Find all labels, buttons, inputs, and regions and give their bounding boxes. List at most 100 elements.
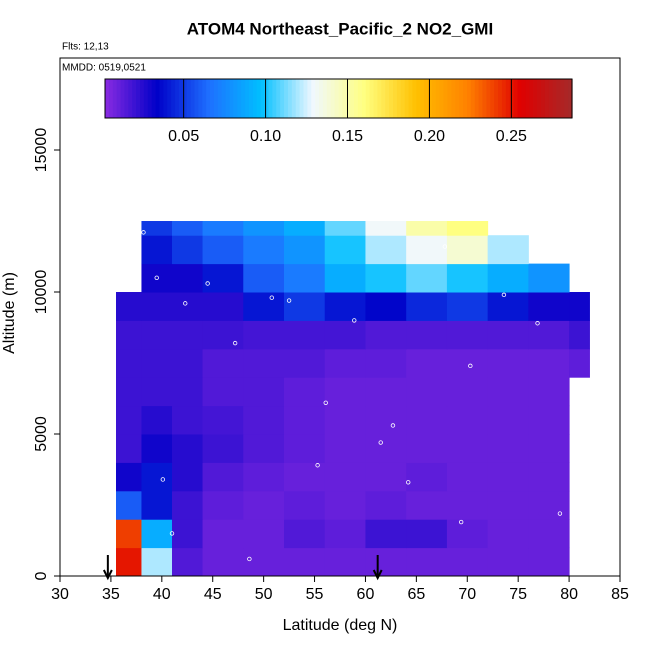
- observation-point: [183, 301, 188, 306]
- heatmap-cell: [569, 320, 590, 350]
- colorbar-swatch: [494, 79, 499, 118]
- colorbar-swatch: [198, 79, 203, 118]
- observation-point: [535, 321, 540, 326]
- heatmap-cell: [141, 519, 173, 549]
- x-axis-label: Latitude (deg N): [283, 617, 398, 634]
- heatmap-cell: [446, 235, 489, 265]
- heatmap-cell: [284, 490, 326, 520]
- heatmap-cell: [172, 377, 204, 407]
- colorbar-swatch: [568, 79, 573, 118]
- heatmap-cell: [365, 221, 407, 236]
- colorbar-swatch: [365, 79, 371, 118]
- colorbar-swatch: [525, 79, 530, 118]
- arrow-head: [102, 569, 113, 581]
- colorbar-swatch: [260, 79, 266, 118]
- colorbar-swatch: [377, 79, 382, 118]
- heatmap-cell: [243, 462, 285, 492]
- heatmap-cell: [365, 547, 407, 577]
- heatmap-cell: [324, 519, 366, 549]
- heatmap-cell: [284, 320, 326, 350]
- heatmap-cell: [202, 221, 244, 236]
- heatmap-cell: [172, 490, 204, 520]
- heatmap-cell: [528, 377, 570, 407]
- colorbar-swatch: [105, 79, 110, 118]
- heatmap-cell: [116, 519, 142, 549]
- colorbar-swatch: [182, 79, 188, 118]
- heatmap-cell: [324, 320, 366, 350]
- heatmap-cell: [324, 490, 366, 520]
- colorbar-swatch: [447, 79, 452, 118]
- heatmap-cell: [116, 292, 142, 321]
- colorbar-swatch: [175, 79, 180, 118]
- colorbar-swatch: [470, 79, 476, 118]
- colorbar-swatch: [400, 79, 406, 118]
- heatmap-cell: [446, 377, 489, 407]
- colorbar-swatch: [315, 79, 320, 118]
- heatmap-cell: [406, 348, 448, 378]
- x-tick-label: 35: [102, 586, 120, 603]
- colorbar-swatch: [112, 79, 118, 118]
- colorbar-swatch: [556, 79, 561, 118]
- heatmap-cell: [487, 490, 529, 520]
- colorbar-swatch: [136, 79, 141, 118]
- colorbar-swatch: [459, 79, 464, 118]
- observation-point: [154, 275, 159, 281]
- colorbar-swatch: [361, 79, 367, 118]
- heatmap-cell: [116, 462, 142, 492]
- heatmap-cell: [202, 519, 244, 549]
- y-tick-label: 15000: [33, 128, 50, 173]
- heatmap-cell: [528, 405, 570, 435]
- colorbar-swatch: [474, 79, 480, 118]
- heatmap-cell: [365, 320, 407, 350]
- heatmap-cell: [569, 292, 590, 321]
- observation-point: [458, 519, 464, 525]
- colorbar-swatch: [272, 79, 277, 118]
- heatmap-cell: [141, 221, 173, 236]
- heatmap-cell: [172, 221, 204, 236]
- heatmap-cell: [365, 377, 407, 407]
- colorbar-swatch: [439, 79, 445, 118]
- observation-point: [232, 340, 238, 346]
- colorbar-swatch: [303, 79, 308, 118]
- plot-frame: [59, 57, 621, 577]
- y-axis-label: Altitude (m): [1, 272, 18, 354]
- colorbar-swatch: [124, 79, 129, 118]
- heatmap-cell: [446, 221, 489, 236]
- colorbar-swatch: [128, 79, 133, 118]
- observation-point: [205, 281, 210, 286]
- heatmap-cell: [406, 235, 448, 265]
- colorbar-swatch: [334, 79, 340, 118]
- heatmap-cell: [446, 490, 489, 520]
- observation-point: [390, 423, 396, 428]
- heatmap-cell: [243, 434, 285, 463]
- x-tick-label: 30: [51, 586, 69, 603]
- colorbar-swatch: [544, 79, 550, 118]
- colorbar-swatch: [186, 79, 192, 118]
- heatmap-cell: [243, 235, 285, 265]
- colorbar-swatch: [466, 79, 472, 118]
- observation-point: [141, 230, 146, 235]
- heatmap-cell: [528, 462, 570, 492]
- heatmap-cell: [487, 377, 529, 407]
- colorbar-swatch: [280, 79, 285, 118]
- colorbar-swatch: [217, 79, 223, 118]
- colorbar-swatch: [237, 79, 242, 118]
- colorbar-swatch: [564, 79, 569, 118]
- colorbar-tick-label: 0.20: [414, 128, 445, 145]
- heatmap-cell: [487, 519, 529, 549]
- colorbar-swatch: [287, 79, 293, 118]
- heatmap-cell: [202, 490, 244, 520]
- heatmap-cell: [172, 348, 204, 378]
- colorbar-swatch: [221, 79, 227, 118]
- heatmap-cell: [243, 320, 285, 350]
- colorbar-swatch: [408, 79, 414, 118]
- colorbar-swatch: [252, 79, 258, 118]
- heatmap-cell: [243, 547, 285, 577]
- y-tick-label: 0: [33, 571, 50, 580]
- heatmap-cell: [243, 490, 285, 520]
- colorbar-swatch: [178, 79, 184, 118]
- heatmap-cell: [406, 519, 448, 549]
- colorbar-swatch: [132, 79, 137, 118]
- annotation: MMDD: 0519,0521: [62, 63, 146, 74]
- heatmap-cell: [528, 434, 570, 463]
